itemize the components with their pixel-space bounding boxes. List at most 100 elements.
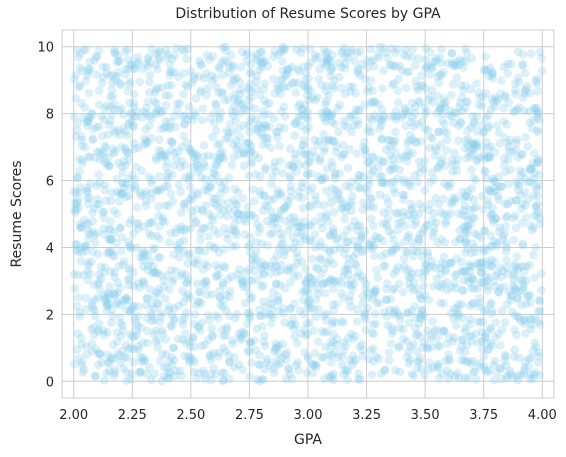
scatter-point (460, 373, 470, 382)
scatter-point (460, 228, 469, 238)
scatter-point (352, 149, 362, 158)
scatter-point (365, 239, 374, 249)
scatter-point (179, 90, 188, 99)
scatter-point (445, 258, 455, 268)
scatter-point (369, 203, 379, 212)
scatter-point (124, 80, 134, 89)
scatter-point (324, 110, 334, 120)
scatter-point (404, 273, 414, 282)
scatter-point (475, 262, 485, 272)
scatter-point (235, 132, 245, 142)
scatter-point (267, 207, 276, 216)
scatter-point (188, 355, 198, 365)
scatter-point (138, 255, 147, 265)
scatter-point (209, 198, 218, 208)
scatter-point (370, 287, 379, 296)
scatter-point (335, 168, 345, 178)
scatter-point (372, 266, 381, 275)
scatter-point (161, 117, 171, 126)
scatter-point (182, 138, 192, 147)
scatter-point (86, 179, 95, 188)
scatter-point (321, 86, 331, 96)
scatter-point (292, 338, 302, 348)
scatter-point (179, 298, 188, 307)
scatter-point (252, 55, 262, 65)
scatter-point (166, 67, 175, 76)
scatter-point (251, 76, 261, 86)
scatter-point (143, 250, 152, 260)
scatter-point (229, 76, 238, 86)
scatter-point (272, 267, 282, 277)
scatter-point (101, 196, 111, 205)
scatter-point (112, 328, 122, 338)
scatter-point (535, 320, 545, 330)
scatter-point (459, 267, 469, 276)
scatter-point (452, 269, 462, 279)
grid-lines (62, 30, 554, 398)
scatter-point (460, 143, 470, 153)
scatter-point (519, 366, 529, 376)
scatter-point (232, 73, 242, 83)
scatter-point (74, 82, 84, 92)
scatter-point (530, 338, 540, 348)
scatter-point (533, 317, 543, 326)
scatter-point (85, 64, 95, 74)
scatter-point (160, 217, 170, 227)
scatter-point (537, 269, 546, 278)
scatter-point (528, 158, 537, 168)
scatter-point (285, 263, 294, 272)
scatter-point (164, 201, 173, 211)
scatter-point (467, 359, 476, 368)
scatter-point (463, 186, 473, 196)
scatter-point (517, 261, 527, 271)
scatter-point (532, 103, 541, 113)
scatter-point (312, 141, 322, 150)
scatter-point (355, 375, 365, 384)
scatter-point (106, 217, 115, 226)
scatter-point (439, 179, 449, 188)
scatter-point (449, 118, 458, 128)
scatter-point (209, 168, 218, 178)
scatter-point (239, 104, 249, 113)
scatter-point (488, 209, 497, 219)
scatter-point (139, 247, 148, 256)
scatter-point (371, 319, 381, 329)
scatter-point (109, 206, 119, 215)
scatter-point (465, 205, 475, 215)
scatter-point (308, 360, 318, 370)
scatter-point (428, 363, 438, 373)
scatter-point (321, 309, 331, 319)
y-tick-label: 0 (46, 375, 54, 390)
scatter-point (74, 53, 83, 62)
scatter-point (217, 89, 227, 98)
scatter-point (328, 63, 337, 72)
scatter-point (206, 355, 216, 365)
scatter-point (400, 191, 409, 200)
scatter-point (421, 55, 431, 64)
scatter-point (122, 368, 131, 377)
scatter-point (395, 165, 405, 175)
scatter-point (200, 223, 209, 233)
scatter-point (491, 214, 501, 223)
scatter-point (83, 121, 92, 130)
scatter-point (391, 208, 401, 218)
scatter-point (234, 215, 243, 225)
scatter-point (326, 247, 335, 256)
scatter-point (464, 147, 474, 156)
scatter-point (413, 329, 422, 339)
scatter-point (123, 86, 132, 96)
scatter-point (509, 268, 519, 277)
scatter-point (427, 261, 437, 271)
scatter-point (292, 258, 302, 268)
scatter-point (418, 305, 427, 315)
scatter-point (252, 114, 261, 124)
scatter-point (144, 88, 154, 97)
scatter-point (273, 50, 283, 59)
scatter-point (511, 90, 520, 99)
scatter-point (465, 260, 475, 269)
scatter-point (502, 300, 512, 309)
scatter-point (422, 343, 432, 352)
scatter-point (166, 146, 176, 155)
scatter-point (147, 114, 156, 123)
scatter-point (404, 150, 414, 160)
